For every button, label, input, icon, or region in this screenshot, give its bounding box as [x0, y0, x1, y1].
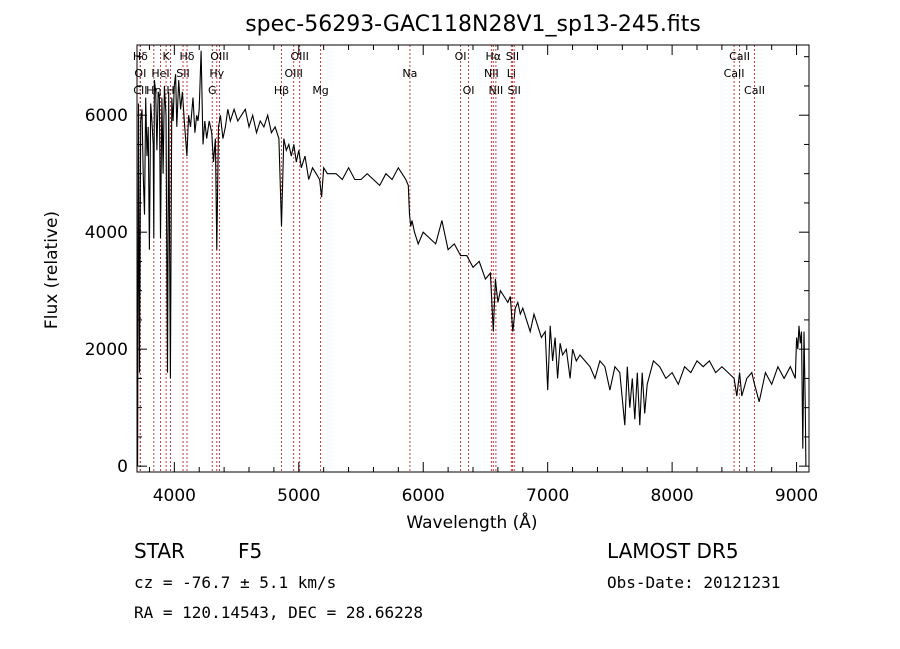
- line-label: OI: [463, 84, 475, 97]
- cz-value: cz = -76.7 ± 5.1 km/s: [134, 573, 337, 592]
- x-tick-label: 8000: [650, 486, 693, 506]
- line-label: CaII: [744, 84, 765, 97]
- line-label: Hα: [486, 50, 502, 63]
- line-label: G: [208, 84, 217, 97]
- y-tick-label: 0: [117, 457, 128, 477]
- x-tick-label: 4000: [153, 486, 196, 506]
- line-label: Mg: [312, 84, 328, 97]
- line-label: NII: [484, 67, 499, 80]
- line-label: Hδ: [180, 50, 195, 63]
- x-tick-label: 5000: [277, 486, 320, 506]
- y-tick-label: 2000: [85, 340, 128, 360]
- line-label: OI: [134, 67, 146, 80]
- line-label: CaII: [724, 67, 745, 80]
- line-label: CaII: [729, 50, 750, 63]
- line-label: SII: [507, 84, 520, 97]
- line-marker-layer: [139, 45, 755, 472]
- line-label: K: [163, 50, 171, 63]
- object-type: STAR: [134, 539, 185, 563]
- line-label: HeI: [151, 67, 169, 80]
- line-label: OIII: [290, 50, 308, 63]
- spectrum-line: [137, 50, 807, 467]
- line-label: OIII: [284, 67, 302, 80]
- coordinates: RA = 120.14543, DEC = 28.66228: [134, 603, 423, 622]
- x-tick-label: 7000: [526, 486, 569, 506]
- obs-date: Obs-Date: 20121231: [607, 573, 781, 592]
- line-label: Hβ: [274, 84, 289, 97]
- y-axis-label: Flux (relative): [42, 211, 62, 329]
- survey-name: LAMOST DR5: [607, 539, 739, 563]
- line-label: Li: [507, 67, 516, 80]
- line-label: NII: [489, 84, 504, 97]
- object-subclass: F5: [238, 539, 263, 563]
- x-tick-label: 6000: [402, 486, 445, 506]
- chart-title: spec-56293-GAC118N28V1_sp13-245.fits: [245, 12, 701, 37]
- plot-frame: [136, 44, 810, 473]
- line-label: Hγ: [209, 67, 224, 80]
- x-axis-label: Wavelength (Å): [406, 511, 537, 533]
- line-label: SII: [176, 67, 189, 80]
- y-tick-label: 6000: [85, 106, 128, 126]
- line-label: OI: [455, 50, 467, 63]
- line-label: OIII: [210, 50, 228, 63]
- line-label: SII: [506, 50, 519, 63]
- y-tick-label: 4000: [85, 223, 128, 243]
- tick-layer: 4000 5000 6000 7000 8000 9000 0 2000 4000 6000: [85, 45, 818, 506]
- line-label: Na: [402, 67, 417, 80]
- x-tick-label: 9000: [775, 486, 818, 506]
- line-label: H: [166, 84, 174, 97]
